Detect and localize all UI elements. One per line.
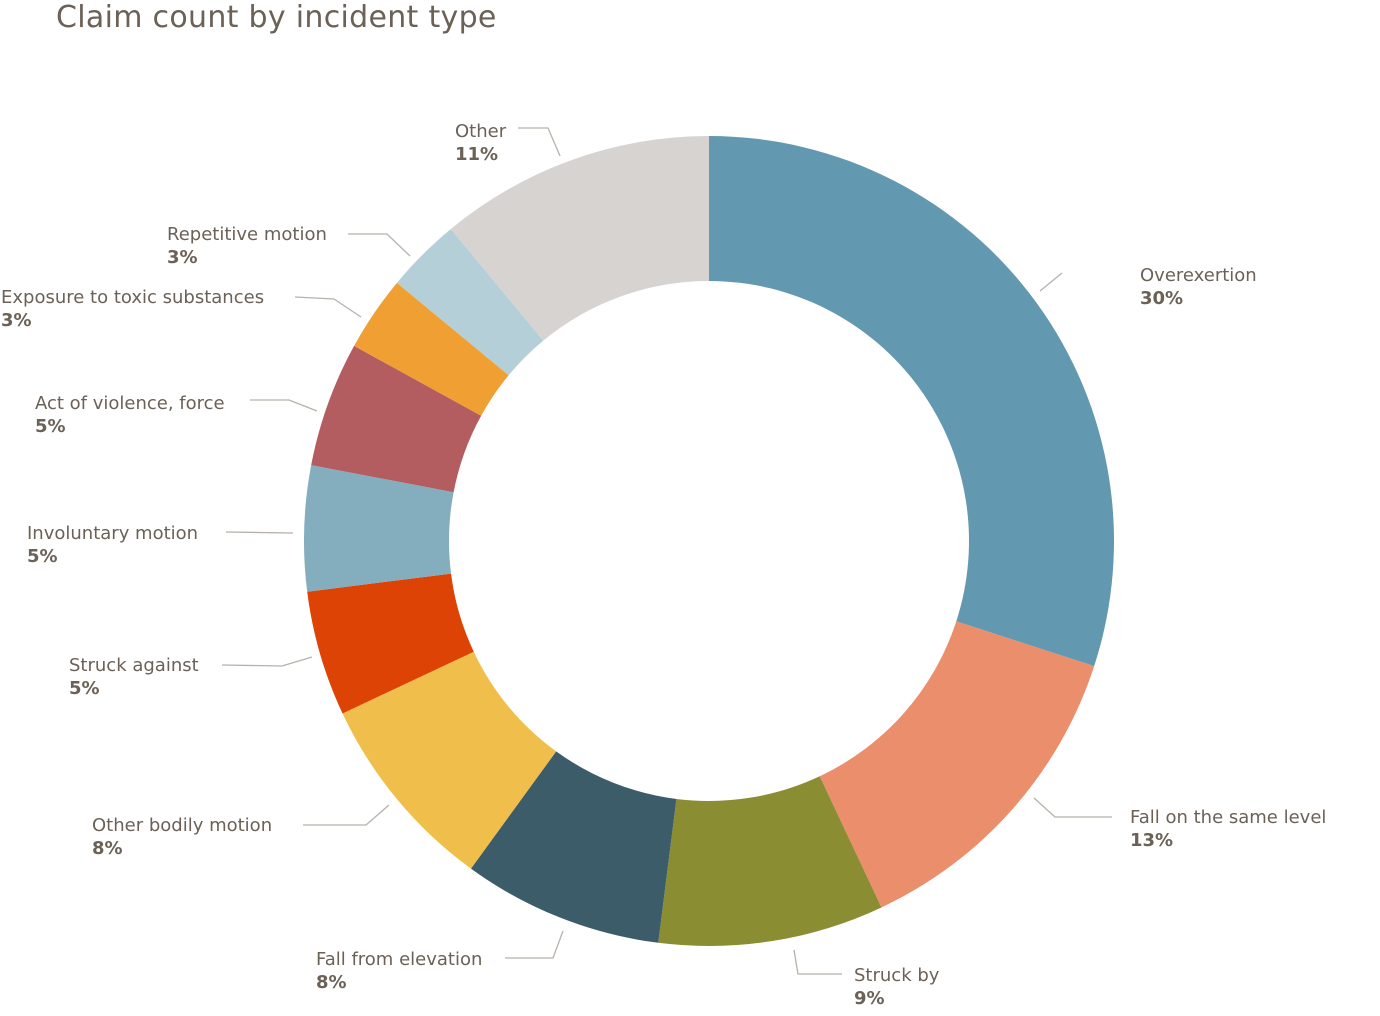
leader-line bbox=[348, 233, 411, 257]
leader-line bbox=[518, 127, 561, 157]
slice-struck-against bbox=[307, 573, 474, 714]
leader-line bbox=[303, 804, 390, 826]
leader-line bbox=[505, 930, 564, 959]
slice-label-percent: 9% bbox=[854, 988, 885, 1009]
slice-label-percent: 13% bbox=[1130, 830, 1173, 851]
slice-involuntary-motion bbox=[304, 465, 454, 592]
slice-label-name: Other bbox=[455, 121, 507, 142]
slice-other bbox=[450, 136, 709, 341]
slice-label-percent: 5% bbox=[27, 546, 58, 567]
slice-label-name: Other bodily motion bbox=[92, 815, 272, 836]
leader-line bbox=[1039, 272, 1063, 292]
slice-label-name: Fall on the same level bbox=[1130, 807, 1326, 828]
slice-label-name: Struck against bbox=[69, 655, 199, 676]
slice-label-percent: 3% bbox=[1, 310, 32, 331]
slice-label-percent: 8% bbox=[92, 838, 123, 859]
slice-label-percent: 5% bbox=[69, 678, 100, 699]
leader-line bbox=[221, 656, 313, 667]
slice-exposure-to-toxic-substances bbox=[354, 282, 509, 416]
slice-label-percent: 30% bbox=[1140, 288, 1183, 309]
slice-label-name: Struck by bbox=[854, 965, 940, 986]
slice-repetitive-motion bbox=[396, 228, 544, 376]
slice-label-name: Fall from elevation bbox=[316, 949, 482, 970]
slice-label-percent: 11% bbox=[455, 144, 498, 165]
donut-slices bbox=[304, 136, 1114, 947]
slice-label-name: Exposure to toxic substances bbox=[1, 287, 264, 308]
leader-line bbox=[250, 399, 318, 412]
leader-line bbox=[1033, 797, 1112, 818]
slice-label-percent: 5% bbox=[35, 416, 66, 437]
slice-label-percent: 3% bbox=[167, 247, 198, 268]
slice-other-bodily-motion bbox=[342, 651, 557, 869]
slice-fall-on-the-same-level bbox=[819, 621, 1095, 908]
chart-title: Claim count by incident type bbox=[56, 0, 497, 35]
slice-fall-from-elevation bbox=[470, 751, 677, 943]
leader-line bbox=[793, 949, 842, 975]
slice-label-name: Act of violence, force bbox=[35, 393, 225, 414]
slice-label-name: Overexertion bbox=[1140, 265, 1257, 286]
slice-overexertion bbox=[709, 136, 1114, 667]
slice-label-percent: 8% bbox=[316, 972, 347, 993]
leader-line bbox=[225, 531, 294, 534]
slice-act-of-violence-force bbox=[311, 345, 482, 493]
slice-label-name: Repetitive motion bbox=[167, 224, 327, 245]
slice-struck-by bbox=[658, 776, 882, 947]
slice-label-name: Involuntary motion bbox=[27, 523, 198, 544]
leader-lines bbox=[221, 127, 1112, 975]
leader-line bbox=[294, 296, 362, 318]
